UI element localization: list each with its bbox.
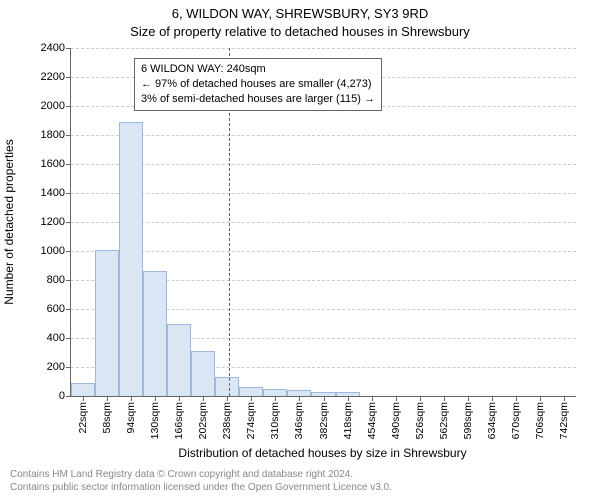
y-tick-mark [66,396,71,397]
footer-line-2: Contains public sector information licen… [10,482,392,495]
x-tick-mark [564,396,565,401]
chart-container: 6, WILDON WAY, SHREWSBURY, SY3 9RD Size … [0,0,600,500]
y-tick-mark [66,164,71,165]
x-tick-mark [468,396,469,401]
x-tick-mark [227,396,228,401]
x-tick-label: 310sqm [269,402,281,439]
histogram-bar [263,389,287,396]
gridline-h [71,135,576,137]
x-tick-mark [516,396,517,401]
histogram-bar [95,250,119,396]
chart-title-sub: Size of property relative to detached ho… [0,24,600,39]
histogram-bar [239,387,263,396]
x-tick-mark [131,396,132,401]
x-tick-label: 166sqm [173,402,185,439]
y-tick-mark [66,367,71,368]
x-tick-label: 382sqm [318,402,330,439]
x-tick-mark [324,396,325,401]
x-tick-label: 238sqm [221,402,233,439]
x-tick-mark [492,396,493,401]
x-tick-label: 598sqm [462,402,474,439]
y-tick-mark [66,309,71,310]
x-axis-label: Distribution of detached houses by size … [178,446,466,460]
y-axis-label: Number of detached properties [2,139,16,304]
gridline-h [71,48,576,50]
x-tick-mark [83,396,84,401]
x-tick-label: 202sqm [197,402,209,439]
x-tick-mark [540,396,541,401]
x-tick-mark [299,396,300,401]
x-tick-label: 454sqm [366,402,378,439]
x-tick-label: 418sqm [342,402,354,439]
x-tick-label: 58sqm [101,402,113,434]
gridline-h [71,222,576,224]
x-tick-label: 706sqm [534,402,546,439]
x-tick-mark [275,396,276,401]
x-tick-mark [372,396,373,401]
y-tick-mark [66,280,71,281]
y-tick-mark [66,338,71,339]
x-tick-label: 562sqm [438,402,450,439]
y-tick-mark [66,77,71,78]
x-tick-label: 274sqm [245,402,257,439]
gridline-h [71,164,576,166]
gridline-h [71,193,576,195]
gridline-h [71,251,576,253]
footer-attribution: Contains HM Land Registry data © Crown c… [10,469,392,494]
histogram-bar [119,122,143,396]
x-tick-mark [420,396,421,401]
y-tick-mark [66,48,71,49]
y-tick-mark [66,193,71,194]
histogram-bar [143,271,167,396]
x-tick-label: 22sqm [77,402,89,434]
x-tick-mark [396,396,397,401]
y-tick-mark [66,135,71,136]
x-tick-mark [155,396,156,401]
x-tick-mark [251,396,252,401]
x-tick-label: 526sqm [414,402,426,439]
x-tick-mark [348,396,349,401]
histogram-bar [71,383,95,396]
x-tick-mark [179,396,180,401]
histogram-bar [167,324,191,397]
histogram-bar [215,377,239,396]
annotation-box: 6 WILDON WAY: 240sqm← 97% of detached ho… [134,58,382,111]
footer-line-1: Contains HM Land Registry data © Crown c… [10,469,392,482]
chart-title-main: 6, WILDON WAY, SHREWSBURY, SY3 9RD [0,6,600,21]
annotation-line: ← 97% of detached houses are smaller (4,… [141,77,375,92]
x-tick-label: 490sqm [390,402,402,439]
x-tick-label: 346sqm [293,402,305,439]
x-tick-label: 742sqm [558,402,570,439]
y-tick-mark [66,106,71,107]
x-tick-mark [203,396,204,401]
x-tick-label: 130sqm [149,402,161,439]
annotation-line: 6 WILDON WAY: 240sqm [141,62,375,77]
y-tick-mark [66,222,71,223]
x-tick-label: 634sqm [486,402,498,439]
annotation-line: 3% of semi-detached houses are larger (1… [141,92,375,107]
histogram-bar [191,351,215,396]
x-tick-mark [444,396,445,401]
x-tick-label: 94sqm [125,402,137,434]
plot-area: 0200400600800100012001400160018002000220… [70,48,576,397]
y-tick-mark [66,251,71,252]
x-tick-mark [107,396,108,401]
x-tick-label: 670sqm [510,402,522,439]
